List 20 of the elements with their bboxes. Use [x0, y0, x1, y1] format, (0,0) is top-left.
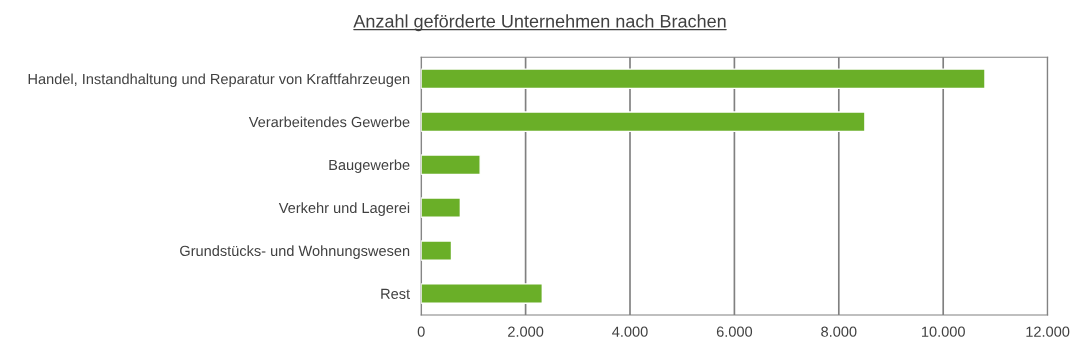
bar	[421, 111, 866, 133]
bar	[421, 197, 462, 219]
y-tick-label: Verarbeitendes Gewerbe	[248, 116, 410, 128]
y-tick-label: Verkehr und Lagerei	[278, 202, 410, 216]
x-tick-label: 4.000	[612, 326, 648, 337]
bar	[421, 154, 481, 176]
y-tick-label: Baugewerbe	[329, 159, 410, 173]
y-tick-label: Handel, Instandhaltung und Reparatur von Kraftfahrzeugen	[28, 73, 410, 88]
bar	[421, 240, 453, 261]
x-tick-label: 6.000	[716, 326, 753, 337]
bar	[421, 68, 986, 90]
x-tick-label: 12.000	[1026, 326, 1070, 337]
y-tick-label: Grundstücks- und Wohnungswesen	[180, 245, 410, 259]
x-tick-label: 8.000	[821, 326, 857, 337]
x-tick-label: 10.000	[922, 326, 965, 337]
y-tick-label: Rest	[381, 288, 410, 299]
x-tick-label: 0	[417, 326, 425, 337]
x-tick-label: 2.000	[508, 326, 544, 337]
chart-title: Anzahl geförderte Unternehmen nach Brachen	[353, 14, 726, 32]
bar	[421, 283, 543, 304]
